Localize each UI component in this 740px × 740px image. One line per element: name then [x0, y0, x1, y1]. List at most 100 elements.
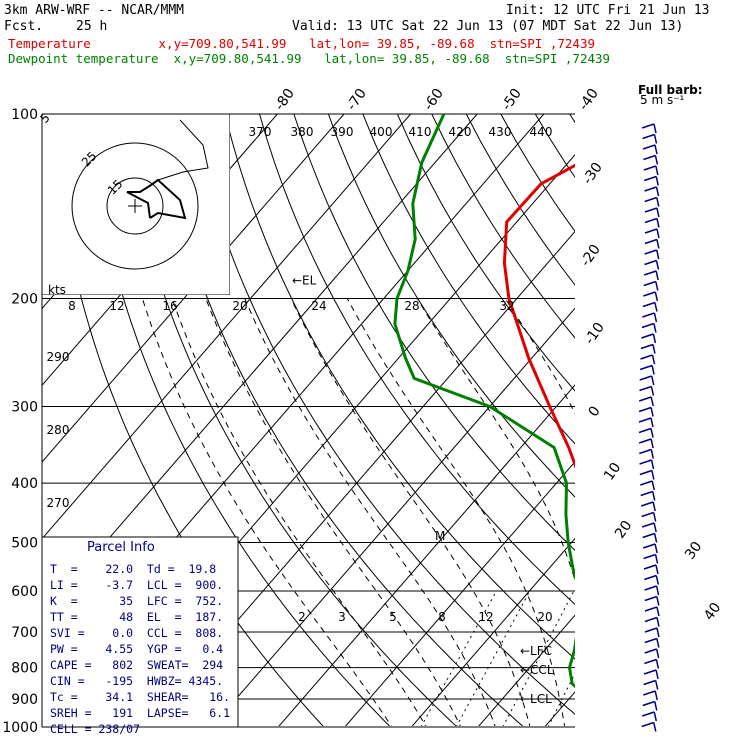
hodograph-speed-label: 8 [68, 299, 76, 313]
wind-barb [654, 302, 658, 312]
wind-barb-flag [639, 364, 653, 371]
wind-barb-flag [643, 553, 656, 560]
parcel-row: CELL = 238/07 [50, 722, 141, 736]
parcel-box-border [41, 536, 239, 728]
wind-barb [654, 680, 659, 690]
wind-barb [653, 323, 657, 333]
wind-barb-flag [639, 459, 652, 465]
wind-barb [651, 491, 656, 501]
wind-barb [653, 533, 658, 543]
wind-barb-flag [638, 427, 652, 434]
wind-barb [653, 134, 658, 144]
wind-barb-flag [640, 343, 654, 350]
parcel-row: TT = 48 EL = 187. [50, 610, 224, 624]
theta-label: 430 [489, 125, 512, 139]
wind-barb-flag [642, 301, 656, 308]
hodograph-speed-label: 24 [311, 299, 326, 313]
wind-barb [653, 522, 657, 533]
parcel-row: SREH = 191 LAPSE= 6.1 [50, 706, 231, 720]
temp-label-right: 30 [682, 539, 705, 563]
wind-barb [651, 354, 656, 365]
level-annotation: ←CCL [520, 663, 554, 677]
dry-adiabat [121, 114, 457, 726]
wind-barb-flag [642, 312, 655, 318]
wind-barb [652, 501, 656, 512]
mixing-ratio-label: 20 [537, 610, 552, 624]
mixing-ratio-line [456, 590, 531, 726]
theta-label: 390 [331, 125, 354, 139]
hodograph-units: kts [48, 283, 66, 297]
wind-barb-flag [641, 123, 655, 129]
dry-adiabat [604, 114, 740, 740]
wind-barb-flag [644, 207, 658, 213]
moist-adiabat [700, 299, 730, 740]
parcel-row: SVI = 0.0 CCL = 808. [50, 626, 224, 640]
parcel-row: CAPE = 802 SWEAT= 294 [50, 658, 224, 672]
wind-barb [655, 260, 660, 270]
wind-barb-flag [643, 154, 656, 161]
wind-barb [651, 365, 655, 375]
hodograph-speed-label: 12 [109, 299, 124, 313]
wind-barb [650, 438, 654, 449]
wind-barb-legend: Full barb: [638, 83, 703, 97]
wind-barb-flag [642, 133, 655, 140]
wind-barb [654, 144, 658, 155]
wind-barb-flag [644, 616, 658, 623]
dry-adiabat [465, 114, 575, 286]
wind-barb-flag [644, 249, 657, 255]
forecast-hours: 25 h [76, 19, 108, 34]
wind-barb-flag [643, 564, 657, 570]
parcel-row: Tc = 34.1 SHEAR= 16. [50, 690, 231, 704]
isotherm-line [611, 114, 740, 727]
wind-barb [651, 480, 655, 491]
parcel-info-box: Parcel Info T = 22.0 Td = 19.8 LI = -3.7… [42, 537, 238, 736]
wind-barb-flag [643, 291, 656, 297]
wind-barb [656, 596, 660, 606]
wind-barb [656, 218, 660, 228]
theta-label-left: 280 [47, 423, 70, 437]
moist-adiabat [346, 298, 566, 726]
dry-adiabat [639, 114, 740, 740]
wind-barb-flag [644, 627, 658, 633]
wind-barb-flag [644, 637, 658, 644]
dry-adiabat [431, 114, 575, 339]
mixing-ratio-label: 8 [438, 610, 446, 624]
wind-barb [651, 470, 655, 480]
wind-barb [654, 690, 658, 701]
pressure-label: 800 [11, 661, 38, 677]
wind-barb-flag [642, 711, 655, 717]
mixing-ratio-label: 2 [298, 610, 306, 624]
wind-barb-flag [644, 648, 657, 654]
mixing-ratio-label: 5 [389, 610, 397, 624]
isotherm-line [411, 537, 575, 726]
wind-barb [650, 386, 655, 396]
wind-barb [650, 449, 655, 459]
wind-barb [654, 291, 659, 302]
mixing-ratio-line [420, 590, 497, 726]
wind-barb-flag [642, 543, 656, 549]
mixing-ratio-line [589, 591, 655, 727]
wind-barb-flag [643, 280, 657, 287]
parcel-row: PW = 4.55 YGP = 0.4 [50, 642, 224, 656]
isotherm-line [345, 460, 575, 726]
pressure-label: 300 [11, 399, 38, 415]
hodograph-speed-label: 16 [162, 299, 177, 313]
wind-barb-flag [638, 417, 652, 423]
model-title: 3km ARW-WRF -- NCAR/MMM [4, 3, 185, 18]
wind-barb [655, 575, 660, 585]
temp-label-right: 20 [612, 518, 635, 542]
isotherm-line [42, 114, 411, 540]
wind-barb [655, 564, 659, 575]
dry-adiabat [362, 114, 575, 445]
init-time: Init: 12 UTC Fri 21 Jun 13 [506, 3, 710, 18]
hodograph-speed-label: 20 [232, 299, 247, 313]
wind-barb-flag [644, 595, 658, 602]
moist-adiabat [141, 298, 392, 726]
level-marker: M [435, 529, 445, 543]
wind-barb [650, 396, 654, 407]
pressure-label: 200 [11, 292, 38, 308]
wind-barb [655, 585, 660, 596]
hodograph-trace-upper [157, 119, 209, 181]
temp-label-top: -50 [499, 86, 525, 114]
isotherm-line [42, 114, 478, 617]
